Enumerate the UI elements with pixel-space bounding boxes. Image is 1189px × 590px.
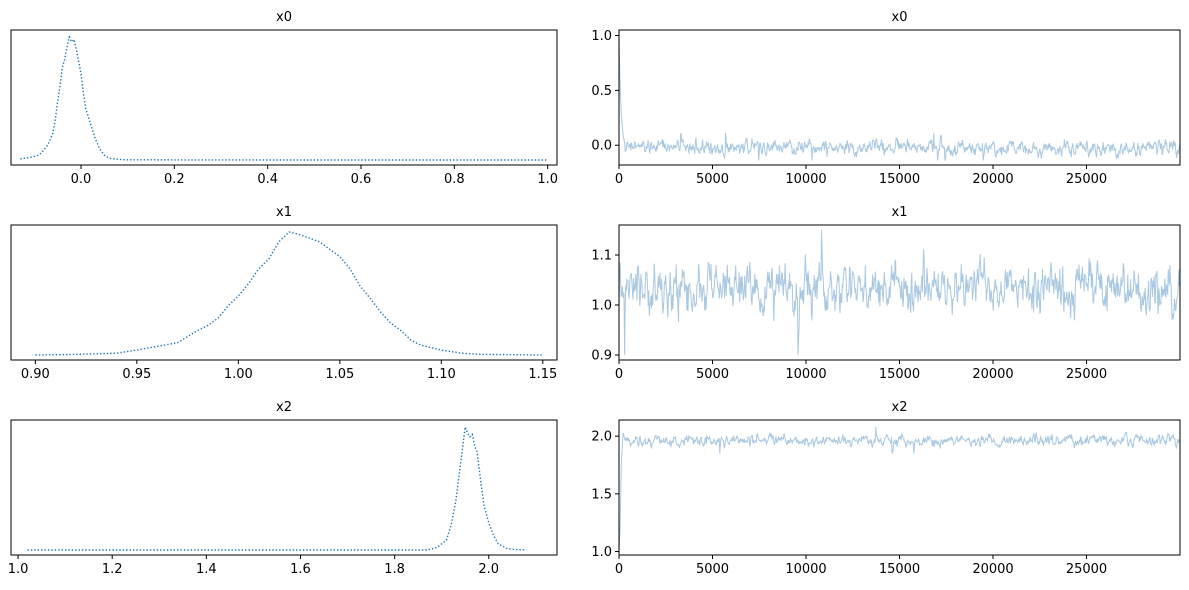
y-tick-label: 1.1 xyxy=(591,249,612,264)
y-tick-label: 1.0 xyxy=(591,29,612,44)
trace-line xyxy=(619,35,1180,161)
trace-line xyxy=(619,426,1180,552)
subplot-x2-density: x2 1.0 1.2 1.4 1.6 1.8 2.0 xyxy=(8,400,558,577)
y-tick-label: 2.0 xyxy=(591,430,612,445)
x-tick-label: 2.0 xyxy=(478,562,499,577)
x-tick-label: 10000 xyxy=(785,562,826,577)
x-tick-label: 1.4 xyxy=(196,562,217,577)
x-tick-label: 15000 xyxy=(879,172,920,187)
y-tick-label: 0.5 xyxy=(591,84,612,99)
y-tick-label: 0.0 xyxy=(591,139,612,154)
subplot-title: x0 xyxy=(276,10,292,25)
x-tick-label: 15000 xyxy=(879,367,920,382)
trace-line xyxy=(619,229,1180,356)
x-tick-label: 0.0 xyxy=(71,172,92,187)
subplot-x1-density: x1 0.90 0.95 1.00 1.05 1.10 1.15 xyxy=(10,205,558,382)
subplot-title: x0 xyxy=(892,10,908,25)
x-tick-label: 0 xyxy=(615,172,623,187)
x-tick-label: 0 xyxy=(615,562,623,577)
y-tick-label: 1.5 xyxy=(591,487,612,502)
subplot-x0-trace: x0 0 5000 10000 15000 20000 25000 0.0 0.5 1.0 xyxy=(591,10,1181,187)
subplot-x2-trace: x2 0 5000 10000 15000 20000 25000 1.0 1.5 2.0 xyxy=(591,400,1181,577)
x-tick-label: 1.15 xyxy=(528,367,557,382)
subplot-title: x2 xyxy=(892,400,908,415)
y-tick-label: 0.9 xyxy=(591,349,612,364)
x-tick-label: 0.8 xyxy=(444,172,465,187)
x-tick-label: 1.05 xyxy=(325,367,354,382)
x-tick-label: 20000 xyxy=(972,172,1013,187)
x-tick-label: 5000 xyxy=(696,562,729,577)
subplot-title: x2 xyxy=(276,400,292,415)
subplot-x0-density: x0 0.0 0.2 0.4 0.6 0.8 1.0 xyxy=(10,10,558,187)
axes-frame xyxy=(10,419,558,556)
x-tick-label: 1.2 xyxy=(102,562,123,577)
x-tick-label: 0.4 xyxy=(257,172,278,187)
x-tick-label: 1.0 xyxy=(537,172,558,187)
subplot-title: x1 xyxy=(276,205,292,220)
x-tick-label: 0 xyxy=(615,367,623,382)
x-tick-label: 25000 xyxy=(1066,562,1107,577)
x-tick-label: 10000 xyxy=(785,172,826,187)
axes-frame xyxy=(10,29,558,166)
x-tick-label: 0.90 xyxy=(21,367,50,382)
x-tick-label: 20000 xyxy=(972,562,1013,577)
axes-frame xyxy=(10,224,558,361)
x-tick-label: 5000 xyxy=(696,172,729,187)
x-tick-label: 25000 xyxy=(1066,367,1107,382)
y-tick-label: 1.0 xyxy=(591,545,612,560)
subplot-title: x1 xyxy=(892,205,908,220)
x-tick-label: 10000 xyxy=(785,367,826,382)
x-tick-label: 1.8 xyxy=(384,562,405,577)
x-tick-label: 1.00 xyxy=(224,367,253,382)
x-tick-label: 1.10 xyxy=(427,367,456,382)
x-tick-label: 5000 xyxy=(696,367,729,382)
x-tick-label: 0.95 xyxy=(122,367,151,382)
density-line xyxy=(35,231,543,356)
x-tick-label: 1.0 xyxy=(8,562,29,577)
x-tick-label: 25000 xyxy=(1066,172,1107,187)
x-tick-label: 20000 xyxy=(972,367,1013,382)
x-tick-label: 1.6 xyxy=(290,562,311,577)
x-tick-label: 15000 xyxy=(879,562,920,577)
y-tick-label: 1.0 xyxy=(591,299,612,314)
x-tick-label: 0.2 xyxy=(164,172,185,187)
x-tick-label: 0.6 xyxy=(351,172,372,187)
density-line xyxy=(20,34,548,161)
subplot-x1-trace: x1 0 5000 10000 15000 20000 25000 0.9 1.0 1.1 xyxy=(591,205,1181,382)
